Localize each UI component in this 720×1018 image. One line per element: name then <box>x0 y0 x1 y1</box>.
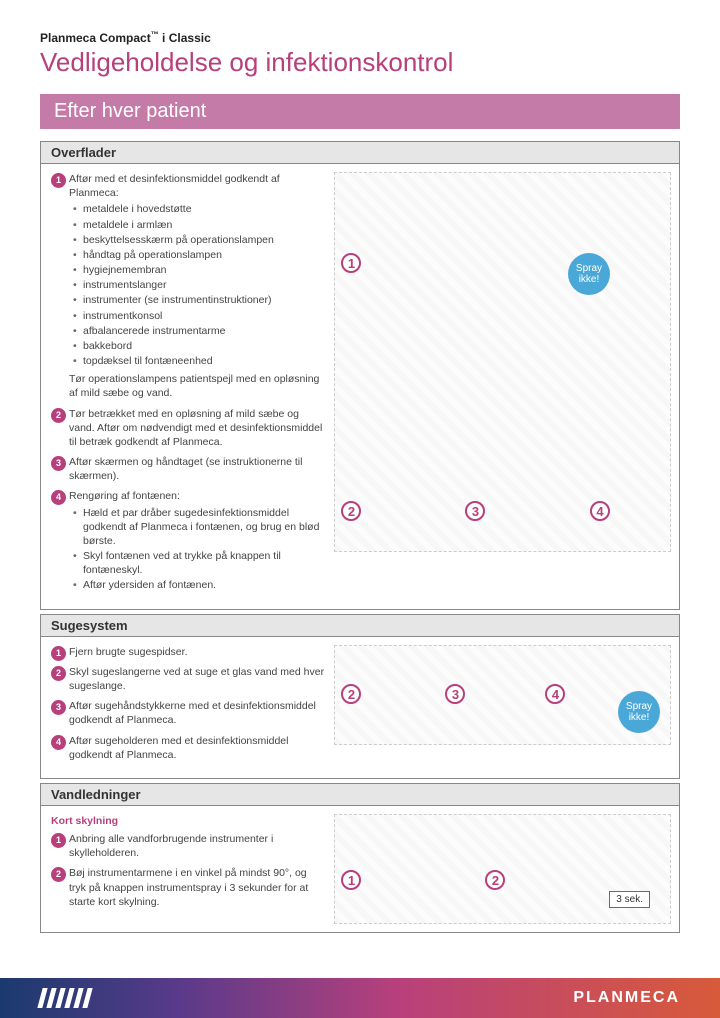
step-item: Fjern brugte sugespidser. <box>51 645 324 659</box>
sub-item: Aftør ydersiden af fontænen. <box>73 578 324 592</box>
sub-item: beskyttelsesskærm på operationslampen <box>73 233 324 247</box>
step-item: Rengøring af fontænen: Hæld et par dråbe… <box>51 489 324 592</box>
callout-number: 3 <box>465 501 485 521</box>
sub-item: håndtag på operationslampen <box>73 248 324 262</box>
callout-number: 3 <box>445 684 465 704</box>
step-item: Tør betrækket med en opløsning af mild s… <box>51 407 324 450</box>
illustration-overflader: 1 Spray ikke! 2 3 4 <box>334 172 671 552</box>
sub-item: Skyl fontænen ved at trykke på knappen t… <box>73 549 324 577</box>
step-item: Aftør sugehåndstykkerne med et desinfekt… <box>51 699 324 727</box>
section-overflader: Overflader Aftør med et desinfektionsmid… <box>40 141 680 610</box>
illustration-sugesystem: 2 3 4 Spray ikke! <box>334 645 671 745</box>
step-item: Anbring alle vandforbrugende instrumente… <box>51 832 324 860</box>
step-text: Rengøring af fontænen: <box>69 490 180 502</box>
step-item: Skyl sugeslangerne ved at suge et glas v… <box>51 665 324 693</box>
sub-item: topdæksel til fontæneenhed <box>73 354 324 368</box>
section-header: Vandledninger <box>41 784 679 806</box>
sub-item: instrumenter (se instrumentinstruktioner… <box>73 293 324 307</box>
footer-stripes-icon <box>40 988 90 1008</box>
step-item: Aftør sugeholderen med et desinfektionsm… <box>51 734 324 762</box>
sub-item: afbalancerede instrumentarme <box>73 324 324 338</box>
spray-bubble: Spray ikke! <box>568 253 610 295</box>
sub-item: metaldele i hovedstøtte <box>73 202 324 216</box>
step-item: Aftør skærmen og håndtaget (se instrukti… <box>51 455 324 483</box>
subsection-header: Kort skylning <box>51 814 324 828</box>
sub-item: instrumentkonsol <box>73 309 324 323</box>
section-vandledninger: Vandledninger Kort skylning Anbring alle… <box>40 783 680 933</box>
section-band: Efter hver patient <box>40 94 680 129</box>
section-header: Overflader <box>41 142 679 164</box>
callout-number: 4 <box>590 501 610 521</box>
sub-item: Hæld et par dråber sugedesinfektionsmidd… <box>73 506 324 549</box>
callout-number: 4 <box>545 684 565 704</box>
sub-item: metaldele i armlæn <box>73 218 324 232</box>
sub-item: bakkebord <box>73 339 324 353</box>
time-label: 3 sek. <box>609 891 650 908</box>
sub-item: instrumentslanger <box>73 278 324 292</box>
callout-number: 2 <box>341 684 361 704</box>
step-text: Aftør med et desinfektionsmiddel godkend… <box>69 173 280 199</box>
page-footer: PLANMECA <box>0 978 720 1018</box>
callout-number: 2 <box>341 501 361 521</box>
step-note: Tør operationslampens patientspejl med e… <box>69 372 324 400</box>
callout-number: 2 <box>485 870 505 890</box>
spray-bubble: Spray ikke! <box>618 691 660 733</box>
brand-logo: PLANMECA <box>573 989 680 1007</box>
step-item: Bøj instrumentarmene i en vinkel på mind… <box>51 866 324 909</box>
product-name: Planmeca Compact™ i Classic <box>40 30 680 45</box>
callout-number: 1 <box>341 253 361 273</box>
sub-item: hygiejnemembran <box>73 263 324 277</box>
illustration-vandledninger: 1 2 3 sek. <box>334 814 671 924</box>
section-sugesystem: Sugesystem Fjern brugte sugespidser. Sky… <box>40 614 680 779</box>
section-header: Sugesystem <box>41 615 679 637</box>
step-item: Aftør med et desinfektionsmiddel godkend… <box>51 172 324 401</box>
callout-number: 1 <box>341 870 361 890</box>
page-title: Vedligeholdelse og infektionskontrol <box>40 47 680 78</box>
